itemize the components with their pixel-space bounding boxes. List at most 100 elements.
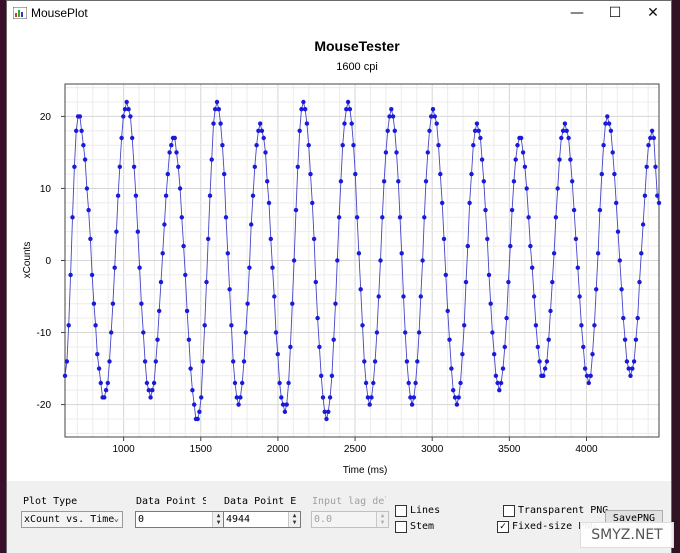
data-point <box>504 315 509 321</box>
data-point <box>390 114 396 119</box>
data-point <box>524 186 529 191</box>
plot-type-value: xCount vs. Time <box>24 514 115 525</box>
data-point <box>555 186 560 191</box>
data-point <box>150 388 155 393</box>
data-point <box>347 107 353 112</box>
data-start-spinner[interactable]: ▲ ▼ <box>212 512 224 527</box>
input-lag-spinner[interactable]: ▲ ▼ <box>376 512 388 527</box>
data-point <box>351 143 356 148</box>
data-point <box>575 265 580 270</box>
data-point <box>452 395 458 400</box>
data-start-value: 0 <box>138 514 145 525</box>
data-point <box>566 135 571 141</box>
data-point <box>308 171 313 177</box>
data-point <box>367 402 372 407</box>
data-point <box>199 395 204 400</box>
data-point <box>68 272 73 278</box>
x-tick-label: 3000 <box>421 444 444 455</box>
data-point <box>526 215 531 220</box>
data-point <box>335 258 340 263</box>
data-point <box>66 323 71 328</box>
data-point <box>126 107 131 112</box>
fixed-size-png-checkbox[interactable]: ✓ <box>497 521 509 533</box>
data-end-spinner[interactable]: ▲ ▼ <box>288 512 300 527</box>
data-point <box>162 222 167 227</box>
data-point <box>258 121 263 126</box>
close-button[interactable]: ✕ <box>647 5 659 21</box>
data-point <box>648 135 653 141</box>
data-point <box>91 301 97 306</box>
data-point <box>261 135 266 141</box>
data-point <box>249 222 254 227</box>
data-point <box>506 279 511 285</box>
data-point <box>528 243 533 249</box>
data-point <box>497 388 502 393</box>
data-point <box>396 179 401 184</box>
x-tick-label: 3500 <box>498 444 521 455</box>
app-icon <box>13 7 27 19</box>
data-point <box>535 344 540 350</box>
stem-checkbox[interactable] <box>395 521 407 533</box>
maximize-button[interactable]: ☐ <box>608 5 622 21</box>
input-lag-value: 0.0 <box>314 514 333 525</box>
data-point <box>485 236 490 242</box>
data-point <box>62 373 68 378</box>
plot-area[interactable]: 1000 1500 2000 2500 3000 3500 4000 -20 -10 0 10 20 … <box>7 26 671 481</box>
data-point <box>427 128 432 133</box>
data-point <box>211 121 216 126</box>
data-point <box>299 107 304 112</box>
data-point <box>447 337 452 342</box>
minimize-button[interactable]: — <box>570 5 584 21</box>
data-point <box>172 135 177 141</box>
data-point <box>192 402 197 407</box>
data-point <box>349 121 354 126</box>
data-point <box>265 179 270 184</box>
data-point <box>320 395 326 400</box>
data-point <box>605 114 610 119</box>
data-point <box>188 366 193 371</box>
data-point <box>606 121 612 126</box>
data-point <box>637 279 642 285</box>
data-point <box>498 380 504 386</box>
data-point <box>500 366 506 371</box>
data-point <box>548 308 553 314</box>
data-point <box>590 352 595 357</box>
data-point <box>493 373 499 378</box>
data-start-input[interactable]: 0 ▲ ▼ <box>135 511 225 528</box>
data-point <box>64 359 70 364</box>
data-point <box>635 315 640 321</box>
data-point <box>353 171 358 177</box>
data-point <box>418 294 423 299</box>
data-point <box>135 229 140 234</box>
data-point <box>530 265 535 270</box>
data-point <box>550 279 555 285</box>
data-point <box>544 359 550 364</box>
data-point <box>74 128 79 133</box>
title-bar[interactable]: MousePlot — ☐ ✕ <box>7 1 671 26</box>
data-point <box>82 157 88 162</box>
data-point <box>213 107 218 112</box>
data-point <box>595 251 601 256</box>
data-point <box>95 352 100 357</box>
data-point <box>649 128 655 133</box>
data-end-input[interactable]: 4944 ▲ ▼ <box>223 511 301 528</box>
transparent-png-checkbox[interactable] <box>503 505 515 517</box>
data-point <box>342 121 347 126</box>
data-point <box>290 301 295 306</box>
data-point <box>128 114 133 119</box>
data-point <box>621 315 626 321</box>
data-point <box>610 150 615 155</box>
data-point <box>327 395 333 400</box>
input-lag-input[interactable]: 0.0 ▲ ▼ <box>311 511 389 528</box>
data-point <box>279 395 284 400</box>
data-point <box>317 344 322 350</box>
data-point <box>326 409 331 414</box>
plot-type-select[interactable]: xCount vs. Time ⌄ <box>21 511 123 528</box>
data-point <box>277 380 282 386</box>
data-point <box>301 99 306 105</box>
lines-checkbox[interactable] <box>395 505 407 517</box>
data-point <box>96 366 102 371</box>
data-point <box>163 193 169 198</box>
data-point <box>469 171 474 177</box>
data-point <box>356 251 362 256</box>
